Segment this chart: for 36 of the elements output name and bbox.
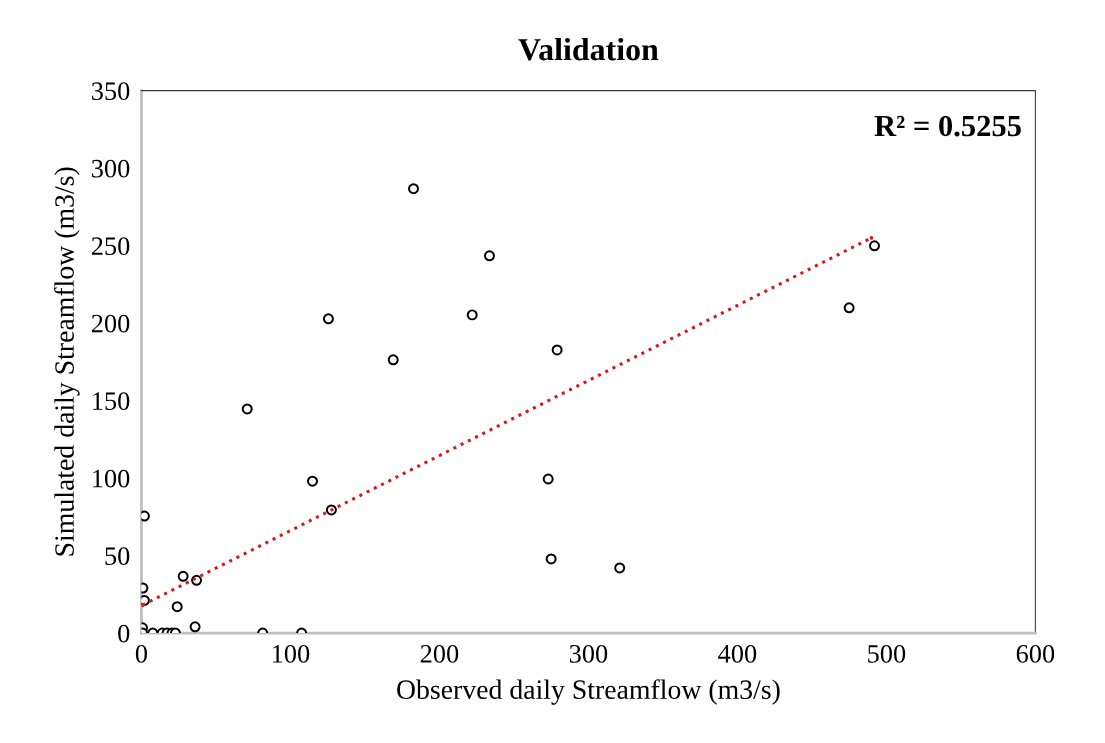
point — [545, 553, 557, 565]
point — [322, 313, 334, 325]
x-axis-title: Observed daily Streamflow (m3/s) — [397, 679, 780, 705]
y-tick-label: 150 — [93, 392, 130, 410]
y-tick-label: 350 — [92, 82, 130, 101]
y-axis-title: Simulated daily Streamflow (m3/s) — [54, 167, 80, 556]
x-tick-label: 300 — [569, 644, 608, 663]
point — [551, 344, 563, 356]
y-tick-label: 200 — [91, 314, 130, 333]
x-tick-label: 400 — [718, 644, 757, 663]
point — [307, 475, 318, 487]
point — [466, 309, 478, 321]
annotation: R² = 0.5255 — [874, 115, 1021, 137]
x-tick-label: 600 — [1016, 644, 1055, 663]
point — [189, 621, 201, 633]
point — [484, 250, 495, 262]
chart-title: Validation — [518, 37, 659, 61]
point — [387, 354, 399, 366]
x-tick-label: 200 — [420, 644, 459, 663]
y-tick-label: 50 — [105, 547, 130, 565]
y-tick-label: 0 — [118, 624, 130, 643]
point — [171, 601, 183, 613]
point — [408, 183, 419, 195]
point — [241, 403, 253, 415]
y-tick-label: 250 — [91, 237, 130, 256]
x-tick-label: 500 — [868, 644, 906, 663]
point — [869, 236, 874, 240]
point — [869, 240, 880, 252]
point — [614, 562, 626, 574]
point — [542, 473, 554, 485]
point — [843, 302, 855, 314]
y-tick-label: 300 — [92, 159, 130, 178]
x-tick-label: 100 — [272, 644, 310, 663]
x-tick-label: 0 — [135, 644, 148, 663]
y-tick-label: 100 — [93, 469, 130, 488]
point — [177, 570, 189, 582]
